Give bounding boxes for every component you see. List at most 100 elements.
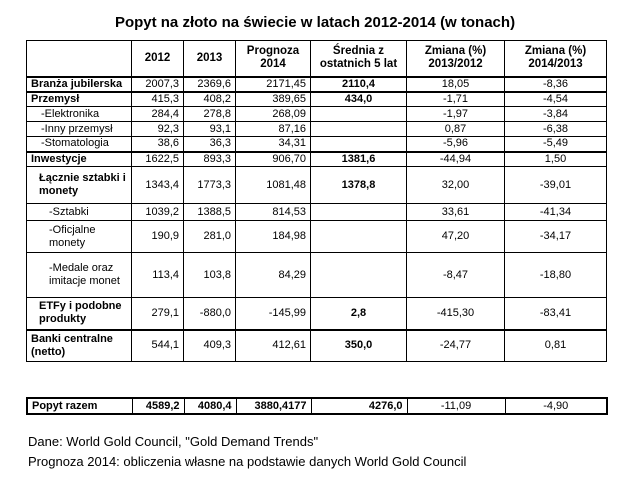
table-row: -Inny przemysł 92,3 93,1 87,16 0,87 -6,3… [26, 121, 607, 137]
cell: 814,53 [235, 203, 311, 221]
cell: 1378,8 [310, 166, 407, 204]
cell: 0,81 [504, 328, 607, 362]
cell: 409,3 [183, 328, 236, 362]
cell: 47,20 [406, 220, 505, 253]
cell: -3,84 [504, 106, 607, 122]
row-label: ETFy i podobne produkty [26, 297, 132, 330]
cell: 281,0 [183, 220, 236, 253]
cell [310, 136, 407, 152]
header-cell: 2012 [131, 40, 184, 77]
cell [310, 203, 407, 221]
cell: 544,1 [131, 328, 184, 362]
cell: 350,0 [310, 328, 407, 362]
cell: 408,2 [183, 90, 236, 107]
row-label: Inwestycje [26, 150, 132, 167]
cell: -24,77 [406, 328, 505, 362]
table-row: Przemysł 415,3 408,2 389,65 434,0 -1,71 … [26, 90, 607, 107]
cell: 906,70 [235, 150, 311, 167]
cell: 0,87 [406, 121, 505, 137]
cell [310, 252, 407, 298]
cell: -8,47 [406, 252, 505, 298]
cell: -18,80 [504, 252, 607, 298]
row-label: Łącznie sztabki i monety [26, 166, 132, 204]
cell: 4080,4 [183, 397, 237, 415]
cell [310, 106, 407, 122]
cell: 34,31 [235, 136, 311, 152]
cell: 113,4 [131, 252, 184, 298]
cell: 1039,2 [131, 203, 184, 221]
cell: 2369,6 [183, 75, 236, 92]
cell: 412,61 [235, 328, 311, 362]
cell: 1343,4 [131, 166, 184, 204]
cell: 190,9 [131, 220, 184, 253]
table-row: -Oficjalne monety 190,9 281,0 184,98 47,… [26, 220, 607, 253]
cell: 4589,2 [131, 397, 185, 415]
header-cell [26, 40, 132, 77]
cell: -39,01 [504, 166, 607, 204]
header-cell: Średnia z ostatnich 5 lat [310, 40, 407, 77]
row-label: Banki centralne (netto) [26, 328, 132, 362]
cell: 87,16 [235, 121, 311, 137]
cell: -6,38 [504, 121, 607, 137]
cell: -5,96 [406, 136, 505, 152]
cell: 893,3 [183, 150, 236, 167]
table-row: ETFy i podobne produkty 279,1 -880,0 -14… [26, 297, 607, 330]
cell: 184,98 [235, 220, 311, 253]
cell: 32,00 [406, 166, 505, 204]
cell: -83,41 [504, 297, 607, 330]
cell: -5,49 [504, 136, 607, 152]
cell: 268,09 [235, 106, 311, 122]
row-label: -Medale oraz imitacje monet [26, 252, 132, 298]
cell: 2171,45 [235, 75, 311, 92]
cell: 93,1 [183, 121, 236, 137]
cell: -145,99 [235, 297, 311, 330]
cell: -880,0 [183, 297, 236, 330]
cell: -11,09 [406, 397, 506, 415]
header-row: 2012 2013 Prognoza 2014 Średnia z ostatn… [26, 40, 607, 77]
cell: -34,17 [504, 220, 607, 253]
cell: 92,3 [131, 121, 184, 137]
cell: -1,97 [406, 106, 505, 122]
cell: 1773,3 [183, 166, 236, 204]
cell: 84,29 [235, 252, 311, 298]
cell: 434,0 [310, 90, 407, 107]
table-row: -Sztabki 1039,2 1388,5 814,53 33,61 -41,… [26, 203, 607, 221]
header-cell: Prognoza 2014 [235, 40, 311, 77]
row-label: -Elektronika [26, 106, 132, 122]
table-row: Łącznie sztabki i monety 1343,4 1773,3 1… [26, 166, 607, 204]
row-label: -Sztabki [26, 203, 132, 221]
cell: 3880,4177 [235, 397, 312, 415]
cell: 415,3 [131, 90, 184, 107]
cell: 36,3 [183, 136, 236, 152]
cell: -4,90 [504, 397, 608, 415]
cell: 4276,0 [310, 397, 408, 415]
cell: 1381,6 [310, 150, 407, 167]
cell: -415,30 [406, 297, 505, 330]
source-note: Dane: World Gold Council, "Gold Demand T… [28, 434, 319, 449]
cell: 284,4 [131, 106, 184, 122]
cell: 2,8 [310, 297, 407, 330]
cell: 1388,5 [183, 203, 236, 221]
cell: 18,05 [406, 75, 505, 92]
cell: 38,6 [131, 136, 184, 152]
cell: -44,94 [406, 150, 505, 167]
cell: 1,50 [504, 150, 607, 167]
table-row: Inwestycje 1622,5 893,3 906,70 1381,6 -4… [26, 150, 607, 167]
table-row: Banki centralne (netto) 544,1 409,3 412,… [26, 328, 607, 362]
total-table: Popyt razem 4589,2 4080,4 3880,4177 4276… [26, 397, 608, 415]
cell: 2007,3 [131, 75, 184, 92]
row-label: Popyt razem [26, 397, 133, 415]
table-title: Popyt na złoto na świecie w latach 2012-… [114, 14, 516, 31]
header-cell: 2013 [183, 40, 236, 77]
row-label: -Stomatologia [26, 136, 132, 152]
row-label: -Oficjalne monety [26, 220, 132, 253]
cell: 33,61 [406, 203, 505, 221]
cell: -4,54 [504, 90, 607, 107]
cell [310, 121, 407, 137]
cell: -8,36 [504, 75, 607, 92]
cell: 103,8 [183, 252, 236, 298]
table-row: Branża jubilerska 2007,3 2369,6 2171,45 … [26, 75, 607, 92]
cell: 1081,48 [235, 166, 311, 204]
cell: -1,71 [406, 90, 505, 107]
row-label: Przemysł [26, 90, 132, 107]
